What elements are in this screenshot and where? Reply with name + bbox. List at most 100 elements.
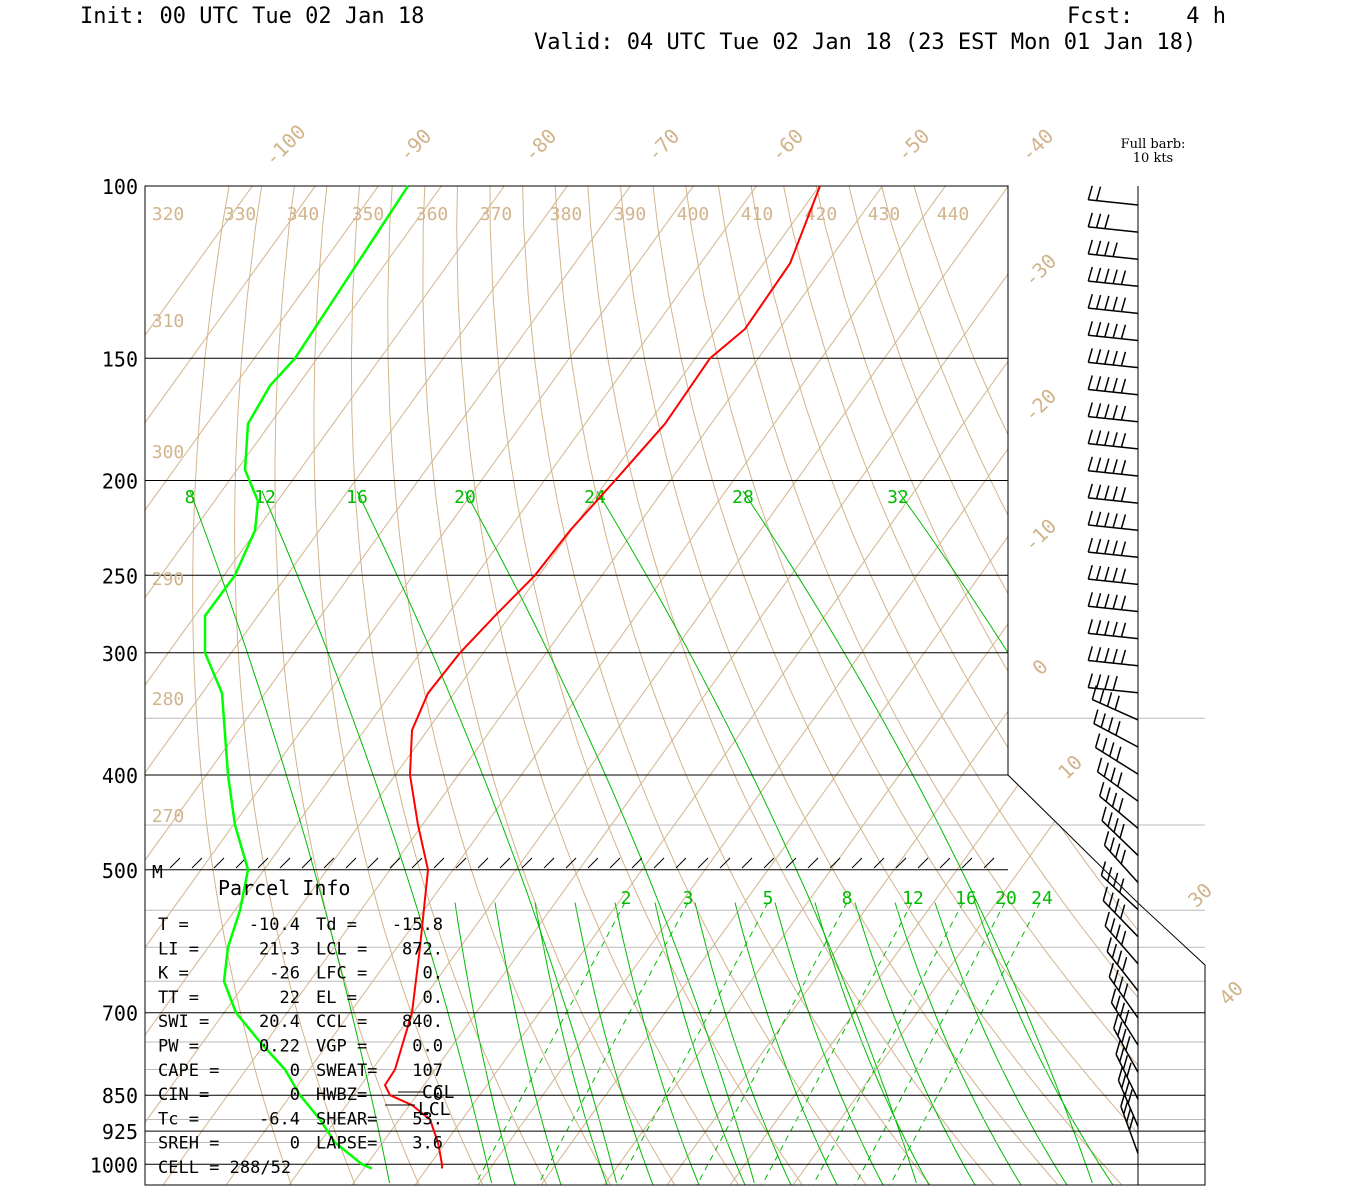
mixing-ratio-line	[474, 902, 626, 1185]
theta-label: 330	[224, 204, 257, 225]
hatch-mark	[763, 857, 775, 869]
wind-barb-feather	[1112, 459, 1118, 474]
wind-barb-feather	[1095, 430, 1102, 445]
wind-barb	[1087, 402, 1139, 423]
hatch-mark	[345, 857, 357, 869]
wind-barb-feather	[1104, 512, 1110, 527]
isotherm-label: 30	[1183, 878, 1217, 912]
wind-barb-feather	[1091, 685, 1098, 700]
barb-legend: Full barb: 10 kts	[1098, 138, 1208, 166]
wind-barb-feather	[1122, 1055, 1129, 1070]
wind-barb-feather	[1095, 267, 1102, 283]
parcel-info-value: 53.	[412, 1109, 443, 1129]
wind-barb-feather	[1104, 431, 1110, 446]
wind-barb	[1087, 185, 1139, 206]
hatch-mark	[565, 857, 577, 869]
isotherm-line	[351, 186, 1104, 1185]
wind-barb-feather	[1113, 969, 1119, 985]
isotherm-label: -100	[260, 120, 311, 171]
wind-barb	[1087, 673, 1139, 694]
wind-barb-feather	[1104, 295, 1110, 311]
pressure-tick-label: 400	[102, 764, 138, 788]
parcel-info-key: LFC =	[316, 964, 367, 984]
parcel-info-value: 0	[290, 1085, 300, 1105]
wind-barb-feather	[1119, 904, 1126, 919]
hatch-mark	[895, 857, 907, 869]
isotherm-line	[145, 186, 285, 1185]
wind-barb	[1120, 1092, 1139, 1154]
theta-label: 350	[352, 204, 385, 225]
wind-barb-feather	[1117, 1021, 1123, 1036]
wind-barb-feather	[1120, 378, 1127, 394]
wind-barb-feather	[1108, 892, 1114, 907]
hatch-mark	[389, 857, 401, 869]
wind-barb-feather	[1112, 242, 1118, 257]
wind-barb-feather	[1087, 266, 1093, 282]
wind-barb-feather	[1087, 429, 1093, 444]
wind-barb-feather	[1112, 350, 1118, 366]
hatch-mark	[939, 857, 951, 869]
hatch-mark	[675, 857, 687, 869]
wind-barb-feather	[1095, 484, 1102, 499]
wind-barb-feather	[1108, 962, 1115, 978]
isotherm-line	[414, 186, 1138, 1185]
wind-barb-feather	[1095, 674, 1102, 689]
mixing-ratio-label: 8	[842, 888, 853, 909]
mixing-ratio-line	[854, 902, 1006, 1185]
parcel-info-key: SWEAT=	[316, 1061, 377, 1081]
wind-barb-feather	[1087, 456, 1093, 471]
wind-barb-feather	[1115, 721, 1121, 736]
wind-barb	[1108, 962, 1139, 1019]
wind-barb-feather	[1109, 918, 1116, 933]
wind-barb-feather	[1123, 1100, 1129, 1115]
wind-barb	[1087, 239, 1139, 260]
wind-barb	[1087, 266, 1139, 288]
hatch-mark	[521, 857, 533, 869]
wind-barb-feather	[1120, 1092, 1126, 1107]
wind-barb	[1102, 886, 1139, 938]
parcel-info-value: 0	[290, 1134, 300, 1154]
moist-adiabat-line	[574, 902, 654, 1185]
wind-barb-feather	[1125, 1036, 1131, 1051]
isotherm-label: -60	[766, 124, 809, 167]
hatch-mark	[851, 857, 863, 869]
wind-barb	[1104, 911, 1139, 965]
parcel-info-value: -15.8	[392, 915, 443, 935]
wind-barb-feather	[1109, 742, 1115, 757]
wind-barb-feather	[1095, 213, 1102, 228]
moist-adiabat-line	[596, 490, 917, 1184]
parcel-info-key: HWBZ=	[316, 1085, 367, 1105]
wind-barb-feather	[1104, 648, 1110, 663]
wind-barb-feather	[1087, 592, 1093, 607]
wind-barb-feather	[1095, 186, 1102, 201]
wind-barb-feather	[1087, 185, 1093, 200]
isotherm-label: -40	[1016, 124, 1059, 167]
wind-barb-feather	[1087, 673, 1093, 688]
wind-barb-feather	[1087, 293, 1093, 309]
hatch-mark	[433, 857, 445, 869]
wind-barb-feather	[1112, 594, 1118, 610]
wind-barb-feather	[1106, 866, 1113, 882]
hatch-mark	[411, 857, 423, 869]
wind-barb-feather	[1087, 348, 1093, 363]
wind-barb	[1087, 375, 1139, 396]
valid-time: Valid: 04 UTC Tue 02 Jan 18 (23 EST Mon …	[534, 30, 1197, 55]
isotherm-line	[145, 186, 348, 1185]
hatch-mark	[213, 857, 225, 869]
wind-barb-feather	[1111, 792, 1118, 808]
wind-barb	[1087, 564, 1139, 586]
wind-barb-feather	[1120, 432, 1127, 448]
hatch-mark	[961, 857, 973, 869]
moist-adiabat-line	[189, 490, 391, 1184]
parcel-info-key: CELL = 288/52	[158, 1158, 291, 1178]
wind-barb-feather	[1095, 592, 1102, 608]
mixing-ratio-label: 2	[621, 888, 632, 909]
dry-adiabat-line	[805, 186, 1138, 1185]
isotherm-label: -70	[642, 124, 685, 167]
isotherm-line	[792, 186, 1138, 1185]
dry-adiabat-line	[552, 186, 931, 1185]
parcel-info-value: 21.3	[259, 939, 300, 959]
mixing-ratio-label: 8	[185, 487, 196, 508]
dry-adiabat-line	[710, 186, 1138, 1185]
